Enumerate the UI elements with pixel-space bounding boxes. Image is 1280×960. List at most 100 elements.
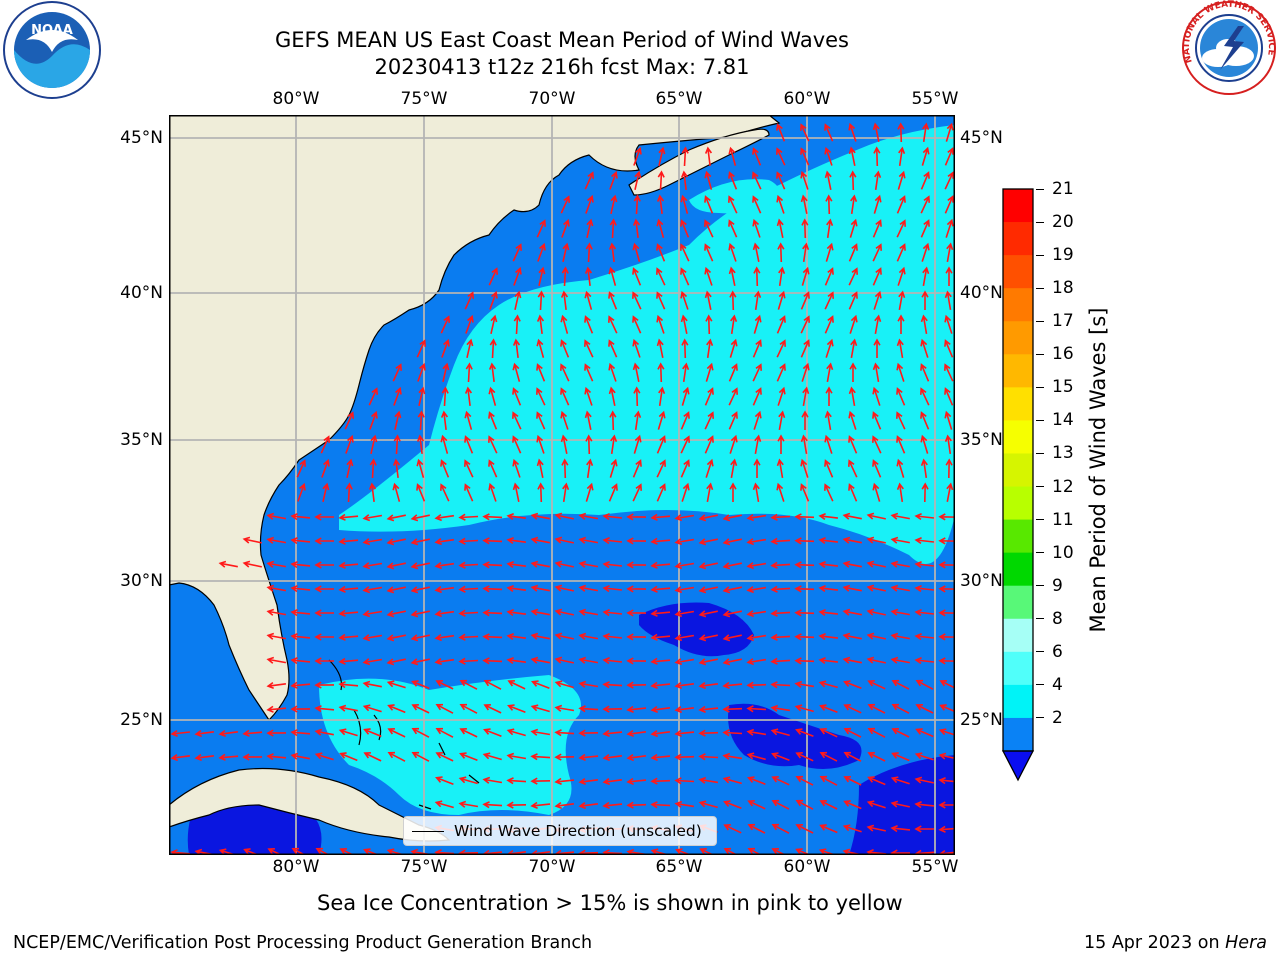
- wind-wave-arrow: [530, 801, 551, 809]
- wind-wave-arrow: [632, 242, 641, 262]
- wind-wave-arrow: [914, 536, 934, 545]
- longitude-tick-top: 65°W: [655, 89, 703, 109]
- wind-wave-arrow: [849, 314, 858, 334]
- wind-wave-arrow: [602, 512, 622, 521]
- wind-wave-arrow: [698, 753, 719, 761]
- wind-wave-arrow: [650, 609, 671, 617]
- wind-wave-arrow: [824, 267, 834, 286]
- wind-wave-arrow: [626, 609, 647, 617]
- longitude-tick-top: 60°W: [783, 89, 831, 109]
- wind-wave-arrow: [170, 754, 191, 762]
- wind-wave-arrow: [728, 171, 738, 190]
- wind-wave-arrow: [656, 483, 666, 502]
- wind-wave-arrow: [362, 704, 382, 713]
- wind-wave-arrow: [722, 514, 742, 522]
- wind-wave-arrow: [896, 219, 906, 238]
- wind-wave-arrow: [848, 435, 858, 454]
- wind-wave-arrow: [410, 514, 430, 522]
- wind-wave-arrow: [537, 242, 546, 262]
- wind-wave-arrow: [753, 314, 762, 334]
- wind-wave-arrow: [753, 410, 762, 430]
- wind-wave-arrow: [266, 729, 287, 737]
- wind-wave-arrow: [872, 267, 882, 286]
- wind-wave-arrow: [770, 704, 791, 712]
- wind-wave-arrow: [914, 776, 934, 784]
- wind-wave-arrow: [488, 362, 497, 382]
- wind-wave-arrow: [873, 194, 882, 214]
- wind-wave-arrow: [752, 171, 762, 190]
- colorbar-tick-label: 12: [1052, 476, 1074, 497]
- wind-wave-arrow: [560, 434, 568, 454]
- wind-wave-arrow: [290, 752, 310, 760]
- wind-wave-arrow: [362, 514, 383, 522]
- wind-wave-arrow: [704, 146, 713, 166]
- wind-wave-arrow: [752, 339, 762, 358]
- wind-wave-arrow: [626, 777, 647, 785]
- wind-wave-arrow: [824, 410, 832, 431]
- wind-wave-arrow: [698, 705, 719, 713]
- wind-wave-arrow: [626, 537, 647, 545]
- wind-wave-arrow: [242, 536, 262, 544]
- wind-wave-arrow: [512, 411, 522, 430]
- wind-wave-arrow: [802, 242, 810, 263]
- colorbar-segment: [1003, 585, 1033, 620]
- wind-wave-arrow: [843, 751, 862, 762]
- wind-wave-arrow: [938, 657, 955, 665]
- wind-wave-arrow: [417, 410, 425, 431]
- legend-label: Wind Wave Direction (unscaled): [454, 822, 702, 840]
- wind-wave-arrow: [584, 339, 594, 358]
- wind-wave-arrow: [746, 586, 767, 594]
- colorbar-title: Mean Period of Wind Waves [s]: [1086, 307, 1110, 633]
- wind-wave-arrow: [944, 290, 952, 311]
- wind-wave-arrow: [314, 728, 334, 736]
- wind-wave-arrow: [867, 752, 886, 762]
- wind-wave-arrow: [746, 610, 767, 618]
- wind-wave-arrow: [416, 339, 426, 358]
- wind-wave-arrow: [722, 586, 742, 594]
- wind-wave-arrow: [891, 752, 910, 762]
- wind-wave-arrow: [554, 704, 575, 712]
- wind-wave-arrow: [896, 195, 906, 214]
- wind-wave-arrow: [771, 848, 787, 855]
- wind-wave-arrow: [626, 681, 647, 689]
- wind-wave-arrow: [608, 339, 618, 358]
- wind-wave-arrow: [698, 682, 719, 690]
- wind-wave-arrow: [530, 728, 551, 736]
- wind-wave-arrow: [339, 848, 355, 855]
- footer-date-text: 15 Apr 2023 on: [1084, 933, 1226, 953]
- colorbar-tick-label: 18: [1052, 278, 1074, 299]
- wind-wave-arrow: [944, 171, 954, 190]
- wind-wave-arrow: [746, 658, 767, 666]
- wind-wave-arrow: [825, 242, 834, 262]
- colorbar-tick-label: 15: [1052, 377, 1074, 398]
- wind-wave-arrow: [729, 434, 738, 454]
- wind-wave-arrow: [560, 387, 570, 406]
- wind-wave-arrow: [776, 482, 785, 502]
- wind-wave-arrow: [506, 777, 527, 785]
- wind-wave-arrow: [746, 728, 767, 736]
- wind-wave-arrow: [872, 219, 882, 238]
- wind-wave-arrow: [458, 513, 479, 521]
- wind-wave-arrow: [338, 633, 359, 641]
- colorbar-tick-mark: [1036, 287, 1044, 289]
- wind-wave-arrow: [440, 315, 450, 334]
- wind-wave-arrow: [922, 122, 930, 143]
- wind-wave-arrow: [602, 753, 623, 762]
- wind-wave-arrow: [458, 633, 479, 641]
- wind-wave-arrow: [506, 632, 527, 641]
- wind-wave-arrow: [770, 561, 791, 569]
- wind-wave-arrow: [896, 458, 905, 478]
- colorbar-segment: [1003, 717, 1033, 752]
- wind-wave-arrow: [945, 218, 954, 238]
- wind-wave-arrow: [602, 778, 623, 786]
- wind-wave-arrow: [338, 704, 358, 712]
- wind-wave-arrow: [608, 386, 616, 406]
- wind-wave-arrow: [314, 633, 334, 641]
- wind-wave-arrow: [243, 848, 260, 855]
- wind-wave-arrow: [872, 482, 881, 502]
- colorbar-tick-mark: [1036, 386, 1044, 388]
- wind-wave-arrow: [482, 633, 503, 641]
- wind-wave-arrow: [938, 777, 955, 785]
- wind-wave-arrow: [458, 537, 479, 545]
- wind-wave-arrow: [728, 242, 737, 262]
